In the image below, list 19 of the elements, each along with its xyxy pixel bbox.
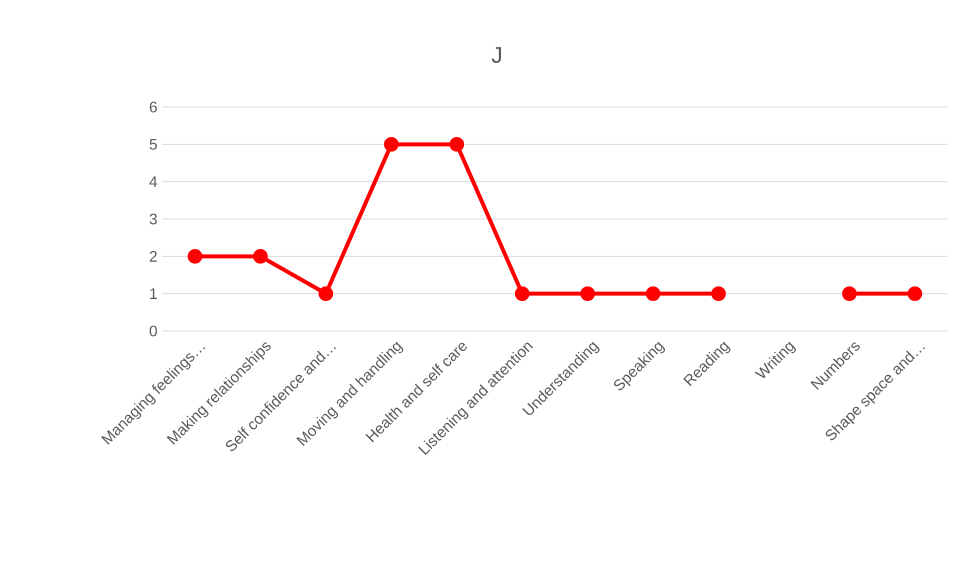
y-tick-label: 6 <box>150 102 157 112</box>
y-tick-label: 2 <box>150 250 157 262</box>
chart-title: J <box>492 47 501 63</box>
y-tick-label: 4 <box>149 176 158 187</box>
point <box>188 249 202 264</box>
point <box>384 137 399 152</box>
point <box>908 286 922 301</box>
y-tick-label: 1 <box>150 288 157 299</box>
y-tick-label: 3 <box>150 214 157 224</box>
point <box>449 137 464 152</box>
point <box>580 286 595 301</box>
point <box>253 249 268 264</box>
point <box>842 286 857 301</box>
y-tick-label: 0 <box>150 326 157 336</box>
point <box>514 286 530 301</box>
point <box>318 286 334 301</box>
point <box>646 286 660 301</box>
point <box>711 286 726 301</box>
y-tick-label: 5 <box>150 138 157 150</box>
